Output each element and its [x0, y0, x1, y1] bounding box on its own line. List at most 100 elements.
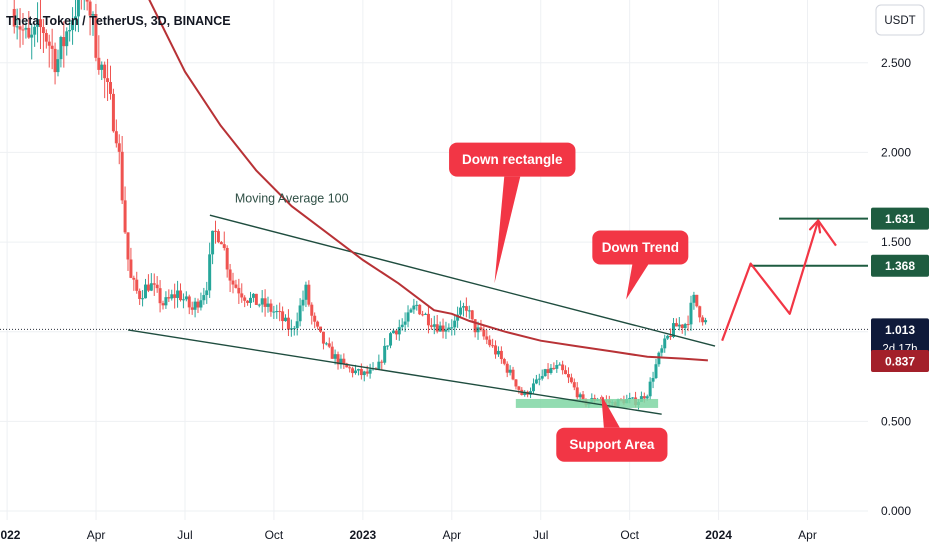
candle-body-166 — [496, 350, 500, 355]
candle-body-84 — [257, 304, 261, 306]
candle-body-45 — [143, 284, 147, 299]
candle-body-108 — [327, 343, 331, 347]
candle-body-79 — [243, 297, 247, 301]
current-price-tag — [871, 318, 929, 361]
annotation-box-3 — [556, 427, 668, 462]
candle-body-31 — [103, 64, 107, 79]
candle-body-143 — [429, 325, 433, 327]
candle-body-74 — [228, 269, 232, 281]
candle-body-148 — [444, 329, 448, 332]
candle-body-118 — [356, 369, 360, 371]
candle-body-136 — [409, 309, 413, 313]
candle-body-99 — [301, 299, 305, 306]
candle-body-22 — [76, 0, 80, 17]
candle-body-168 — [502, 359, 506, 364]
time-axis[interactable]: 2022 Apr Jul Oct 2023 Apr Jul Oct 2024 Apr — [0, 520, 932, 550]
candle-body-48 — [152, 283, 156, 285]
candle-body-77 — [237, 287, 241, 294]
support-zone-rect — [515, 398, 659, 408]
candle-body-126 — [380, 361, 384, 363]
candle-body-157 — [470, 310, 474, 320]
candle-body-43 — [138, 290, 142, 299]
annotation-pointer-2 — [626, 264, 649, 300]
candle-body-111 — [336, 354, 340, 365]
candle-body-127 — [383, 345, 387, 363]
candle-body-117 — [354, 370, 358, 374]
candle-body-135 — [406, 312, 410, 322]
candle-body-194 — [578, 394, 582, 398]
candle-body-86 — [263, 298, 267, 307]
candle-body-29 — [97, 57, 101, 70]
candle-body-150 — [450, 327, 454, 329]
candle-body-13 — [50, 45, 54, 49]
candle-body-167 — [499, 350, 503, 360]
candle-body-34 — [111, 93, 115, 132]
candle-body-6 — [30, 34, 34, 38]
candle-body-183 — [546, 369, 550, 373]
candle-body-190 — [566, 374, 570, 378]
candle-body-81 — [249, 297, 253, 303]
candle-body-236 — [701, 317, 705, 323]
candle-body-173 — [517, 386, 521, 390]
moving-average-polyline — [148, 0, 708, 362]
candle-body-155 — [464, 306, 468, 311]
candle-body-65 — [202, 295, 206, 301]
candle-body-159 — [476, 327, 480, 333]
candle-body-192 — [572, 382, 576, 388]
candle-body-83 — [254, 293, 258, 305]
candle-body-40 — [129, 259, 133, 278]
candle-body-21 — [73, 16, 77, 21]
candle-body-96 — [292, 328, 296, 330]
annotation-label-1: Down rectangle — [462, 152, 563, 167]
candle-body-88 — [269, 303, 273, 312]
candles — [12, 0, 708, 410]
candle-body-16 — [59, 37, 63, 60]
annotation-label-3: Support Area — [569, 437, 654, 452]
candle-body-109 — [330, 346, 334, 359]
candle-body-228 — [677, 324, 681, 327]
candle-body-61 — [190, 307, 194, 310]
candle-body-8 — [36, 19, 40, 27]
unit-badge[interactable] — [875, 4, 925, 36]
candle-body-182 — [543, 369, 547, 377]
candle-body-130 — [391, 330, 395, 334]
candle-body-218 — [648, 381, 652, 397]
candle-body-122 — [368, 369, 372, 374]
candle-body-57 — [179, 290, 183, 301]
candle-body-103 — [313, 315, 317, 322]
price-tick-0: 2.500 — [881, 56, 911, 70]
candle-body-125 — [377, 361, 381, 370]
unit-label: USDT — [884, 15, 915, 27]
projection-arrowhead-1 — [808, 219, 820, 231]
candle-body-229 — [680, 324, 684, 328]
candle-body-147 — [441, 325, 445, 332]
candle-body-107 — [324, 343, 328, 345]
candle-body-160 — [479, 327, 483, 330]
candle-body-41 — [132, 277, 136, 280]
time-tick-6: Jul — [533, 528, 548, 542]
candle-body-152 — [456, 314, 460, 321]
candle-body-12 — [47, 41, 51, 46]
level-1-value: 1.368 — [885, 259, 915, 273]
current-price-value: 1.013 — [885, 323, 915, 337]
candle-body-62 — [193, 301, 197, 310]
candle-body-73 — [225, 247, 229, 270]
candle-body-19 — [68, 30, 72, 32]
candle-body-80 — [246, 300, 250, 303]
candle-body-138 — [415, 304, 419, 306]
candle-body-7 — [33, 26, 37, 35]
candle-body-90 — [275, 311, 279, 313]
candle-body-100 — [304, 284, 308, 300]
annotation-pointer-3 — [601, 394, 620, 428]
annotation-label-0: Moving Average 100 — [235, 192, 349, 206]
candle-body-72 — [222, 244, 226, 248]
price-axis[interactable]: USDT2.5002.0001.5001.0000.5000.0001.6311… — [868, 0, 932, 550]
time-tick-4: 2023 — [350, 528, 377, 542]
candle-body-44 — [141, 298, 145, 300]
candle-body-91 — [278, 311, 282, 313]
candle-body-128 — [386, 345, 390, 347]
candle-body-225 — [669, 335, 673, 338]
candle-body-156 — [467, 310, 471, 312]
